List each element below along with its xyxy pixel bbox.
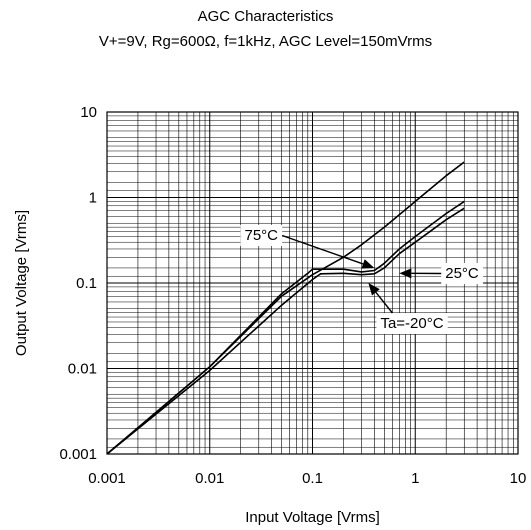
y-tick-label: 1 [89, 190, 97, 207]
y-tick-label: 0.001 [59, 446, 97, 463]
annotation-arrowhead [399, 268, 412, 279]
x-tick-label: 1 [411, 470, 419, 487]
grid-lines [106, 112, 518, 455]
annotations: 75°C 25°C Ta=-20°C [240, 225, 483, 334]
series-line [106, 200, 465, 455]
annotation-label: 75°C [244, 227, 278, 244]
annotation-label: 25°C [445, 265, 479, 282]
x-tick-label: 0.1 [302, 470, 323, 487]
annotation-arrowhead [361, 259, 375, 269]
y-tick-label: 0.01 [68, 361, 97, 378]
chart-subtitle: V+=9V, Rg=600Ω, f=1kHz, AGC Level=150mVr… [98, 33, 433, 50]
y-tick-label: 0.1 [76, 275, 97, 292]
annotation-box [240, 225, 283, 246]
annotation-box [376, 313, 448, 334]
chart-title: AGC Characteristics [197, 8, 334, 25]
y-axis-title: Output Voltage [Vrms] [13, 210, 30, 356]
annotation-label: Ta=-20°C [380, 315, 443, 332]
tick-labels: 0.001 0.01 0.1 1 10 0.001 0.01 0.1 1 10 [59, 104, 526, 487]
series-lines [106, 161, 465, 455]
y-tick-label: 10 [80, 104, 97, 121]
x-axis-title: Input Voltage [Vrms] [245, 509, 380, 526]
x-tick-label: 0.001 [88, 470, 126, 487]
annotation-box [441, 263, 483, 284]
x-tick-label: 10 [510, 470, 527, 487]
series-line [106, 161, 465, 455]
plot-frame [106, 111, 519, 455]
annotation-arrowhead [368, 283, 380, 296]
x-tick-label: 0.01 [195, 470, 224, 487]
annotation-arrow-line [375, 291, 393, 314]
annotation-arrow-line [281, 234, 364, 265]
series-line [106, 207, 465, 455]
